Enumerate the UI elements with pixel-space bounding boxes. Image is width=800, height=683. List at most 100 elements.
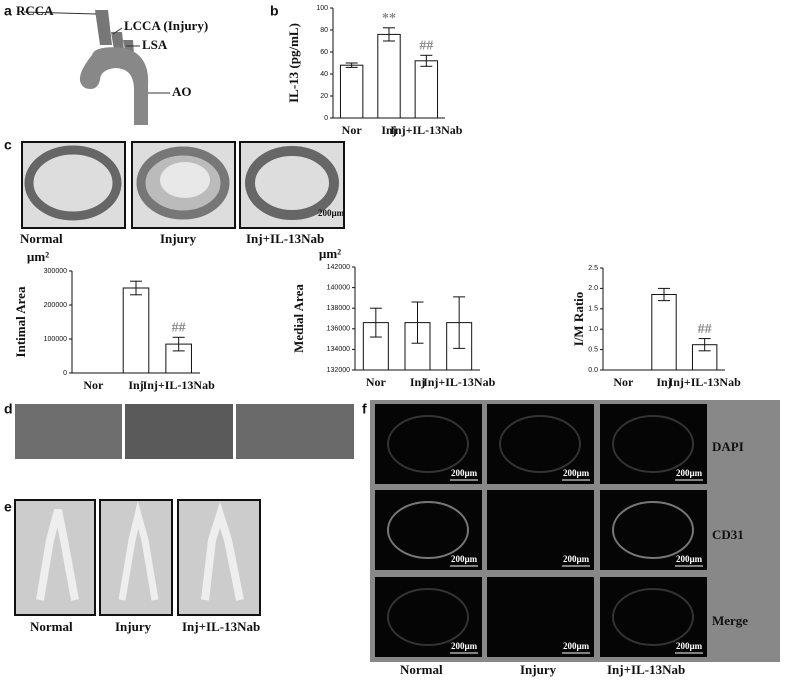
y-tick-label: 138000 <box>327 305 350 312</box>
scale-bar-label: 200µm <box>563 554 590 564</box>
vessel-outline <box>612 501 694 559</box>
scale-bar-label: 200µm <box>451 468 478 478</box>
x-tick-label: Inj <box>128 378 143 392</box>
y-tick-label: 1.5 <box>588 306 598 313</box>
scale-bar-label: 200µm <box>676 641 703 651</box>
scale-bar-label: 200µm <box>451 641 478 651</box>
group-label: Injury <box>115 619 152 634</box>
panel-label: c <box>4 137 12 153</box>
fluorescence-image <box>487 490 594 570</box>
vessel-outline <box>387 588 469 646</box>
vessel-outline <box>499 415 581 473</box>
bar <box>122 287 150 374</box>
x-tick-label: Nor <box>342 123 363 137</box>
y-axis-label: Medial Area <box>291 284 306 353</box>
fluorescence-images: 200µm 200µm 200µm 200µm 200µm 200µm 200µm 200µm… <box>375 404 707 657</box>
y-unit: µm² <box>27 249 49 264</box>
x-tick-label: Inj+IL-13Nab <box>143 378 216 392</box>
group-label: Normal <box>400 662 443 677</box>
y-tick-label: 0.0 <box>588 367 598 374</box>
group-label: Normal <box>30 619 73 634</box>
y-tick-label: 300000 <box>44 268 67 275</box>
vessel-outline <box>387 501 469 559</box>
panel-label: a <box>4 3 12 19</box>
panel-label: f <box>362 401 367 417</box>
scale-bar-label: 200µm <box>676 554 703 564</box>
scale-bar-label: 200µm <box>676 468 703 478</box>
y-tick-label: 142000 <box>327 264 350 271</box>
y-tick-label: 60 <box>320 49 328 56</box>
y-tick-label: 0 <box>324 115 328 122</box>
x-tick-label: Nor <box>83 378 104 392</box>
staining-images <box>15 404 354 459</box>
y-axis-label: I/M Ratio <box>571 292 586 347</box>
significance-label: ** <box>382 11 396 26</box>
anatomy-label: LCCA (Injury) <box>124 18 208 33</box>
group-label: Inj+IL-13Nab <box>182 619 260 634</box>
stain-label: DAPI <box>712 439 744 454</box>
group-label: Inj+IL-13Nab <box>607 662 685 677</box>
x-tick-label: Inj <box>410 375 425 389</box>
group-label: Injury <box>160 231 197 246</box>
x-tick-label: Inj <box>381 123 396 137</box>
anatomy-label: RCCA <box>16 3 54 18</box>
panel-label: d <box>4 401 13 417</box>
bar <box>377 33 401 119</box>
fluorescence-image <box>600 490 707 570</box>
group-label: Inj+IL-13Nab <box>246 231 324 246</box>
y-tick-label: 0.5 <box>588 346 598 353</box>
y-axis-label: IL-13 (pg/mL) <box>286 23 301 103</box>
fluorescence-image <box>375 404 482 484</box>
panel-label: e <box>4 499 12 515</box>
y-tick-label: 100000 <box>44 336 67 343</box>
y-tick-label: 80 <box>320 27 328 34</box>
y-tick-label: 134000 <box>327 346 350 353</box>
bar <box>339 64 364 119</box>
y-tick-label: 132000 <box>327 367 350 374</box>
significance-label: ## <box>172 321 186 336</box>
vessel-outline <box>612 415 694 473</box>
y-tick-label: 2.0 <box>588 285 598 292</box>
fluorescence-image <box>600 577 707 657</box>
panel-label: b <box>270 3 279 19</box>
y-tick-label: 40 <box>320 71 328 78</box>
fluorescence-image <box>600 404 707 484</box>
significance-label: ## <box>698 322 712 337</box>
x-tick-label: Nor <box>366 375 387 389</box>
y-tick-label: 2.5 <box>588 265 598 272</box>
vessel-outline <box>612 588 694 646</box>
histology-images <box>21 141 345 229</box>
vessel-photos <box>14 499 261 616</box>
stain-label: CD31 <box>712 527 744 542</box>
y-tick-label: 0 <box>63 370 67 377</box>
x-tick-label: Inj+IL-13Nab <box>390 123 463 137</box>
y-unit: µm² <box>319 246 341 261</box>
group-label: Injury <box>520 662 557 677</box>
bar <box>651 294 677 371</box>
x-tick-label: Nor <box>613 375 634 389</box>
fluorescence-image <box>487 404 594 484</box>
stain-label: Merge <box>712 613 748 628</box>
group-label: Normal <box>20 231 63 246</box>
scale-bar-label: 200µm <box>563 468 590 478</box>
y-tick-label: 200000 <box>44 302 67 309</box>
vessel-outline <box>387 415 469 473</box>
scale-bar-label: 200µm <box>451 554 478 564</box>
x-tick-label: Inj <box>656 375 671 389</box>
fluorescence-image <box>487 577 594 657</box>
anatomy-label: LSA <box>142 37 168 52</box>
y-tick-label: 140000 <box>327 284 350 291</box>
x-tick-label: Inj+IL-13Nab <box>669 375 742 389</box>
x-tick-label: Inj+IL-13Nab <box>423 375 496 389</box>
aorta-illustration <box>23 10 170 125</box>
bar <box>414 60 439 119</box>
significance-label: ## <box>419 39 433 54</box>
y-tick-label: 136000 <box>327 326 350 333</box>
y-tick-label: 20 <box>320 93 328 100</box>
y-tick-label: 100 <box>316 5 328 12</box>
y-axis-label: Intimal Area <box>13 286 28 357</box>
fluorescence-image <box>375 490 482 570</box>
fluorescence-image <box>375 577 482 657</box>
scale-bar-label: 200µm <box>563 641 590 651</box>
